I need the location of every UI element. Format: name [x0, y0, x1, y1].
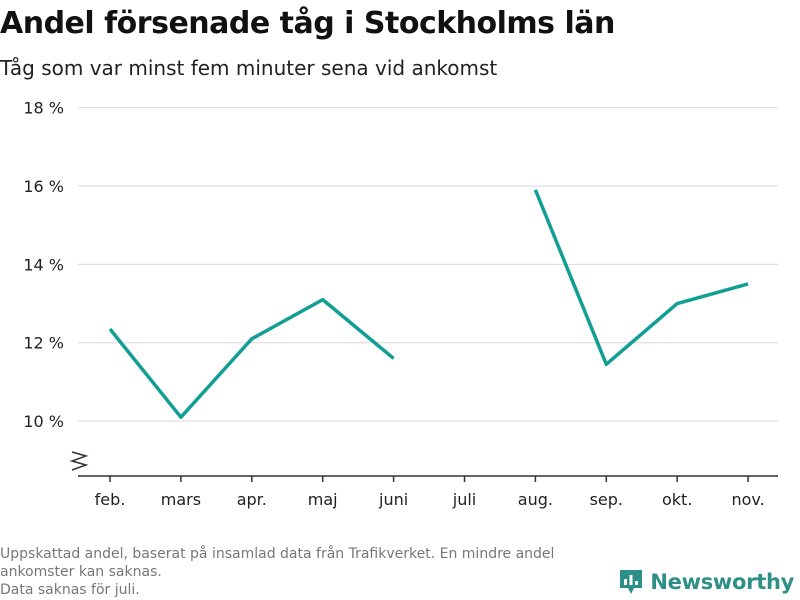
x-tick-label: maj — [308, 490, 338, 509]
y-axis-tick-labels: 10 % 12 % 14 % 16 % 18 % — [23, 99, 64, 432]
x-axis-tick-labels: feb. mars apr. maj juni juli aug. sep. okt. nov. — [95, 490, 765, 509]
x-tick-label: sep. — [590, 490, 623, 509]
line-chart: 10 % 12 % 14 % 16 % 18 % feb. mars apr. maj juni… — [23, 99, 778, 509]
y-tick-label: 18 % — [23, 99, 64, 118]
brand-logo: Newsworthy — [618, 568, 794, 596]
footnote-line-1: Uppskattad andel, baserat på insamlad da… — [0, 546, 555, 562]
y-tick-label: 16 % — [23, 177, 64, 196]
x-tick-label: feb. — [95, 490, 126, 509]
y-tick-label: 12 % — [23, 334, 64, 353]
brand-name: Newsworthy — [650, 570, 794, 594]
y-tick-label: 14 % — [23, 255, 64, 274]
series-line-segment — [108, 297, 395, 419]
y-axis-break-symbol — [69, 451, 89, 471]
x-tick-label: mars — [161, 490, 201, 509]
chart-title: Andel försenade tåg i Stockholms län — [0, 6, 615, 41]
x-axis — [69, 451, 778, 482]
series-lines — [108, 189, 749, 419]
x-tick-label: aug. — [518, 490, 553, 509]
x-tick-label: juni — [378, 490, 408, 509]
x-tick-label: apr. — [237, 490, 267, 509]
chart-footnote: Uppskattad andel, baserat på insamlad da… — [0, 545, 640, 599]
x-tick-label: okt. — [662, 490, 692, 509]
footnote-line-3: Data saknas för juli. — [0, 582, 140, 598]
x-tick-label: nov. — [731, 490, 764, 509]
bar-chart-icon — [620, 570, 643, 594]
x-tick-label: juli — [452, 490, 476, 509]
chart-subtitle: Tåg som var minst fem minuter sena vid a… — [0, 56, 498, 80]
gridlines — [78, 107, 778, 422]
footnote-line-2: ankomster kan saknas. — [0, 564, 162, 580]
series-line-segment — [533, 189, 749, 367]
y-tick-label: 10 % — [23, 412, 64, 431]
